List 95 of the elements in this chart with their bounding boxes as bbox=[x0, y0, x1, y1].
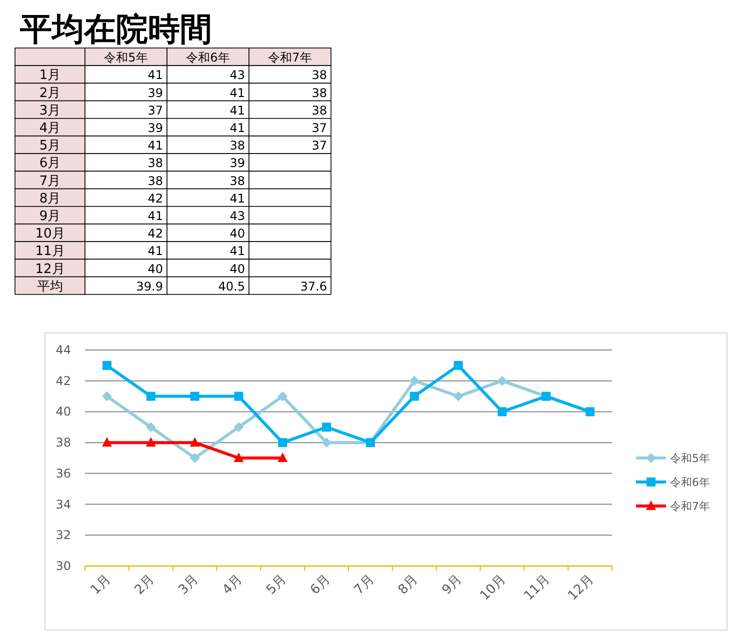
y-tick-label: 3月 bbox=[39, 103, 61, 118]
data-label: 41 bbox=[230, 121, 245, 135]
y-tick-label: 5月 bbox=[39, 138, 61, 154]
point bbox=[453, 391, 464, 402]
y-tick-label: 32 bbox=[56, 528, 71, 542]
data-label: 39 bbox=[148, 86, 163, 100]
point bbox=[102, 391, 112, 402]
data-label: 41 bbox=[148, 68, 163, 82]
point bbox=[454, 360, 463, 370]
x-tick-label: 令和6年 bbox=[186, 50, 230, 65]
data-label: 39 bbox=[148, 121, 163, 135]
point bbox=[497, 376, 508, 386]
point bbox=[190, 437, 200, 447]
data-label: 43 bbox=[230, 209, 245, 223]
y-tick-label: 34 bbox=[56, 497, 71, 512]
point bbox=[278, 391, 288, 402]
x-tick-label: 10月 bbox=[478, 572, 510, 604]
x-tick-label: 3月 bbox=[176, 572, 202, 598]
y-tick-label: 12月 bbox=[35, 262, 65, 277]
point bbox=[322, 422, 332, 432]
data-label: 39 bbox=[230, 156, 245, 170]
x-tick-label: 1月 bbox=[88, 572, 114, 598]
data-label: 37 bbox=[148, 103, 163, 118]
data-label: 40 bbox=[230, 226, 245, 241]
point bbox=[102, 360, 112, 370]
x-tick-label: 9月 bbox=[439, 572, 466, 598]
y-tick-label: 10月 bbox=[35, 226, 65, 242]
point bbox=[278, 452, 288, 462]
y-tick-label: 40 bbox=[56, 404, 71, 419]
point bbox=[234, 422, 244, 432]
point bbox=[409, 376, 420, 386]
point bbox=[146, 392, 156, 401]
data-label: 40 bbox=[230, 262, 245, 276]
data-label: 41 bbox=[148, 244, 163, 258]
y-tick-label: 42 bbox=[56, 374, 71, 388]
data-label: 41 bbox=[148, 209, 163, 223]
legend-label: 令和6年 bbox=[670, 476, 710, 489]
y-tick-label: 30 bbox=[56, 559, 71, 573]
y-tick-label: 38 bbox=[56, 436, 71, 450]
x-tick-label: 7月 bbox=[352, 572, 378, 598]
data-label: 38 bbox=[230, 138, 245, 153]
point bbox=[190, 392, 200, 401]
x-tick-label: 12月 bbox=[565, 572, 597, 604]
y-tick-label: 36 bbox=[56, 466, 71, 480]
y-tick-label: 6月 bbox=[39, 156, 61, 172]
x-tick-label: 2月 bbox=[132, 572, 158, 598]
data-label: 38 bbox=[312, 103, 327, 118]
data-label: 38 bbox=[312, 86, 327, 100]
x-tick-label: 5月 bbox=[264, 572, 290, 598]
data-label: 38 bbox=[312, 68, 327, 82]
data-label: 39.9 bbox=[136, 279, 163, 294]
data-label: 41 bbox=[230, 86, 245, 100]
x-tick-label: 4月 bbox=[220, 572, 246, 598]
y-tick-label: 8月 bbox=[39, 191, 61, 206]
data-label: 43 bbox=[230, 68, 245, 82]
x-tick-label: 令和5年 bbox=[104, 50, 148, 65]
data-label: 40.5 bbox=[218, 279, 245, 294]
legend-label: 令和7年 bbox=[670, 500, 710, 513]
y-tick-label: 平均 bbox=[37, 279, 63, 294]
legend-label: 令和5年 bbox=[670, 452, 710, 465]
data-label: 41 bbox=[230, 103, 245, 118]
data-label: 37.6 bbox=[300, 279, 327, 294]
y-tick-label: 4月 bbox=[39, 121, 61, 136]
data-label: 38 bbox=[230, 174, 245, 188]
point bbox=[410, 392, 419, 401]
y-tick-label: 2月 bbox=[39, 86, 61, 101]
x-tick-label: 令和7年 bbox=[268, 50, 312, 65]
x-tick-label: 6月 bbox=[308, 572, 334, 598]
data-label: 41 bbox=[148, 138, 163, 153]
chart-title: 平均在院時間 bbox=[19, 10, 212, 48]
y-tick-label: 11月 bbox=[35, 244, 65, 260]
data-label: 41 bbox=[230, 244, 245, 258]
data-label: 37 bbox=[312, 121, 327, 135]
x-tick-label: 8月 bbox=[396, 572, 422, 598]
point bbox=[234, 392, 244, 401]
data-label: 41 bbox=[230, 191, 245, 206]
x-tick-label: 11月 bbox=[521, 572, 553, 604]
data-label: 40 bbox=[148, 262, 163, 276]
point bbox=[278, 438, 288, 448]
y-tick-label: 9月 bbox=[39, 209, 61, 224]
point bbox=[190, 453, 200, 463]
y-tick-label: 1月 bbox=[39, 68, 61, 84]
data-label: 42 bbox=[148, 226, 163, 241]
data-label: 38 bbox=[148, 156, 163, 170]
point bbox=[322, 438, 332, 448]
data-label: 38 bbox=[148, 174, 163, 188]
point bbox=[498, 407, 507, 416]
point bbox=[146, 437, 156, 447]
point bbox=[146, 422, 156, 432]
data-label: 42 bbox=[148, 191, 163, 206]
point bbox=[102, 437, 112, 447]
data-label: 37 bbox=[312, 138, 327, 153]
point bbox=[234, 452, 244, 462]
y-tick-label: 7月 bbox=[39, 174, 61, 189]
y-tick-label: 44 bbox=[56, 343, 71, 357]
